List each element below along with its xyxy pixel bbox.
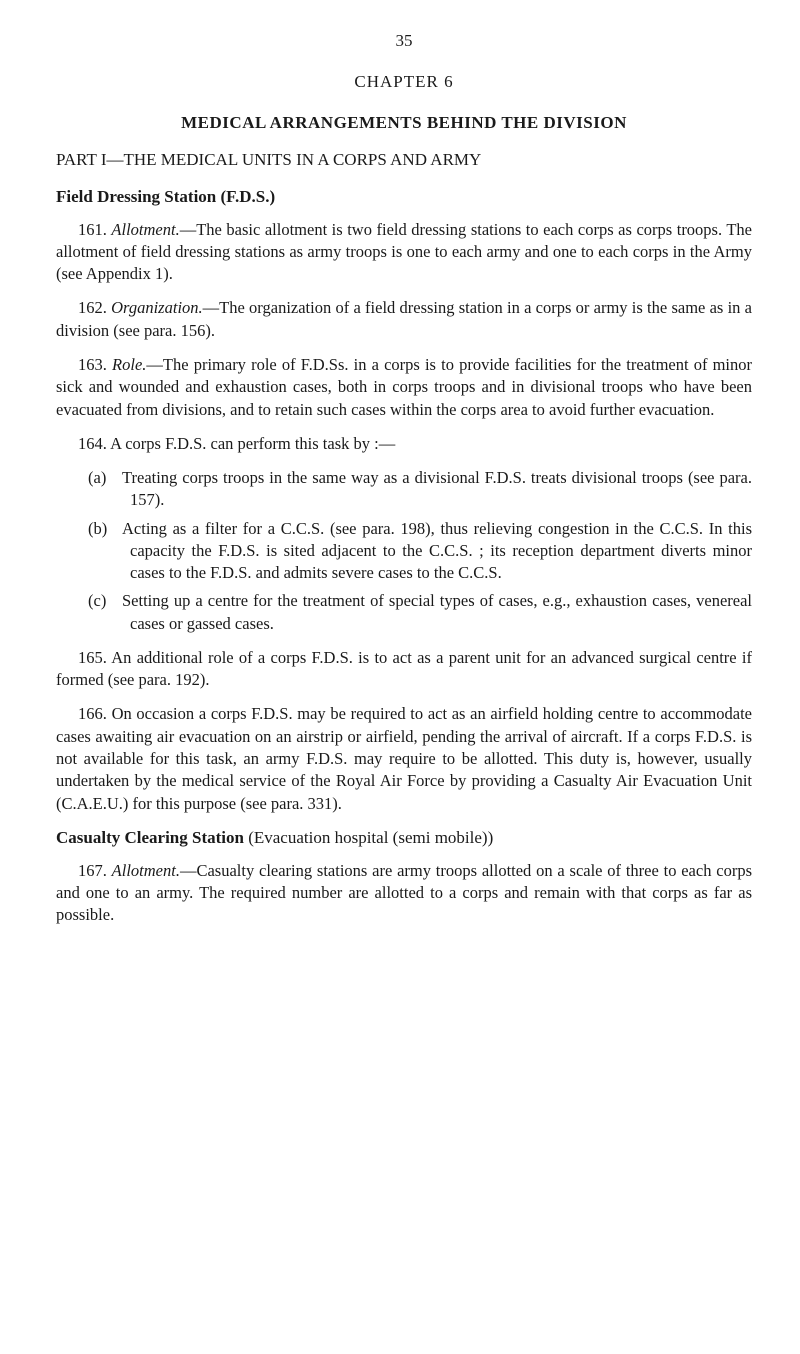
fds-heading: Field Dressing Station (F.D.S.) <box>56 186 752 209</box>
page-number: 35 <box>56 30 752 53</box>
para-161: 161. Allotment.—The basic allotment is t… <box>56 219 752 286</box>
para-161-num: 161. <box>78 220 107 239</box>
para-163-body: —The primary role of F.D.Ss. in a corps … <box>56 355 752 419</box>
para-161-term: Allotment. <box>111 220 179 239</box>
ccs-heading: Casualty Clearing Station (Evacuation ho… <box>56 827 752 850</box>
list-item: (c)Setting up a centre for the treatment… <box>56 590 752 635</box>
ccs-heading-bold: Casualty Clearing Station <box>56 828 244 847</box>
para-167-term: Allotment. <box>112 861 180 880</box>
ccs-heading-parenthetical: (Evacuation hospital (semi mobile)) <box>248 828 493 847</box>
list-item-text: Treating corps troops in the same way as… <box>122 468 752 509</box>
list-item-marker: (a) <box>88 467 122 489</box>
para-162: 162. Organization.—The organization of a… <box>56 297 752 342</box>
title-main: MEDICAL ARRANGEMENTS BEHIND THE DIVISION <box>56 112 752 135</box>
list-item: (a)Treating corps troops in the same way… <box>56 467 752 512</box>
para-167-num: 167. <box>78 861 107 880</box>
para-162-term: Organization. <box>111 298 203 317</box>
para-164-intro: 164. A corps F.D.S. can perform this tas… <box>56 433 752 455</box>
para-162-num: 162. <box>78 298 107 317</box>
para-166: 166. On occasion a corps F.D.S. may be r… <box>56 703 752 814</box>
list-item-text: Acting as a filter for a C.C.S. (see par… <box>122 519 752 583</box>
list-item-text: Setting up a centre for the treatment of… <box>122 591 752 632</box>
list-item-marker: (b) <box>88 518 122 540</box>
title-part: PART I—THE MEDICAL UNITS IN A CORPS AND … <box>56 149 752 172</box>
list-item-marker: (c) <box>88 590 122 612</box>
para-163-term: Role. <box>112 355 146 374</box>
para-164-list: (a)Treating corps troops in the same way… <box>56 467 752 635</box>
para-163-num: 163. <box>78 355 107 374</box>
chapter-label: CHAPTER 6 <box>56 71 752 94</box>
para-165: 165. An additional role of a corps F.D.S… <box>56 647 752 692</box>
para-163: 163. Role.—The primary role of F.D.Ss. i… <box>56 354 752 421</box>
para-167: 167. Allotment.—Casualty clearing statio… <box>56 860 752 927</box>
list-item: (b)Acting as a filter for a C.C.S. (see … <box>56 518 752 585</box>
